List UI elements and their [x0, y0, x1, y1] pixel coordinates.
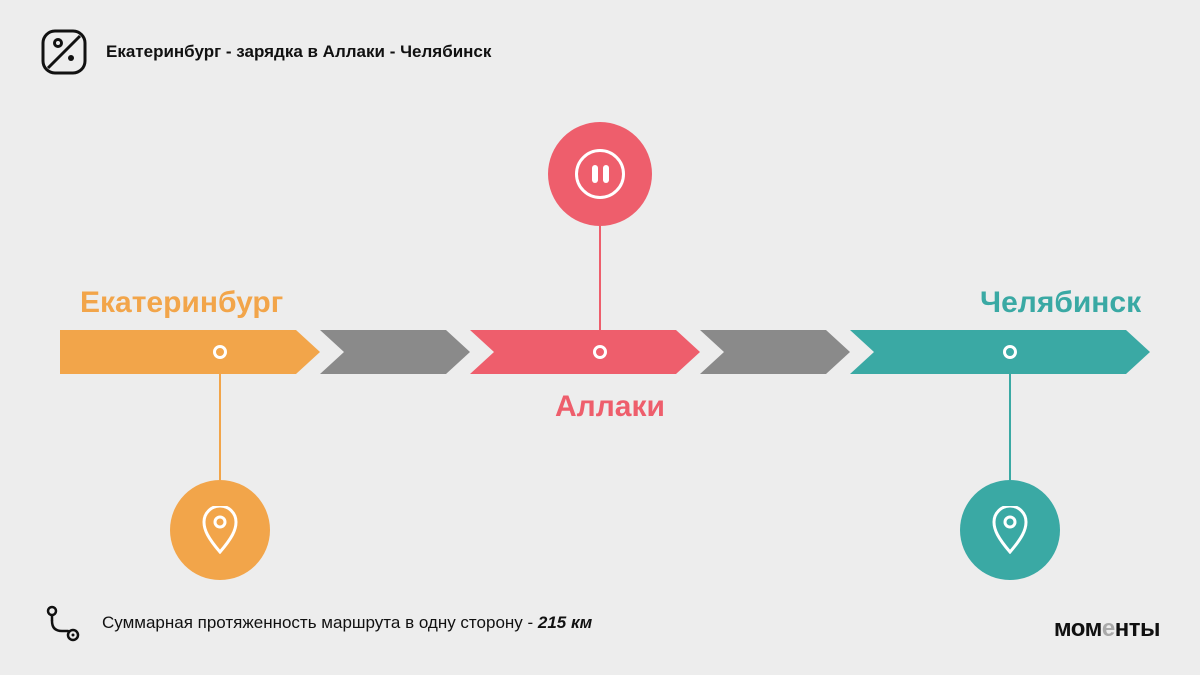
connector-line-start	[219, 359, 221, 480]
brand-suffix: нты	[1115, 615, 1160, 642]
map-pin-diagonal-icon	[40, 28, 88, 76]
connector-line-end	[1009, 359, 1011, 480]
route-distance-icon	[40, 601, 84, 645]
connector-dot-end	[1003, 345, 1017, 359]
distance-prefix: Суммарная протяженность маршрута в одну …	[102, 613, 538, 632]
arrow-end	[850, 330, 1150, 374]
connector-dot-start	[213, 345, 227, 359]
pin-circle-start	[170, 480, 270, 580]
arrow-start	[60, 330, 320, 374]
header: Екатеринбург - зарядка в Аллаки - Челяби…	[40, 28, 491, 76]
brand-logo: моменты	[1054, 615, 1160, 643]
city-label-mid: Аллаки	[555, 390, 665, 424]
city-label-end: Челябинск	[980, 286, 1141, 320]
brand-accent-letter: е	[1102, 615, 1115, 642]
pause-circle-mid	[548, 122, 652, 226]
brand-prefix: мом	[1054, 615, 1102, 642]
arrow-gap-2	[700, 330, 850, 374]
connector-line-mid	[599, 226, 601, 345]
distance-text: Суммарная протяженность маршрута в одну …	[102, 613, 592, 633]
pin-circle-end	[960, 480, 1060, 580]
pause-icon	[575, 149, 625, 199]
arrow-gap-1	[320, 330, 470, 374]
connector-dot-mid	[593, 345, 607, 359]
route-title: Екатеринбург - зарядка в Аллаки - Челяби…	[106, 42, 491, 62]
distance-value: 215 км	[538, 613, 592, 632]
city-label-start: Екатеринбург	[80, 286, 283, 320]
arrow-mid	[470, 330, 700, 374]
footer: Суммарная протяженность маршрута в одну …	[40, 601, 592, 645]
